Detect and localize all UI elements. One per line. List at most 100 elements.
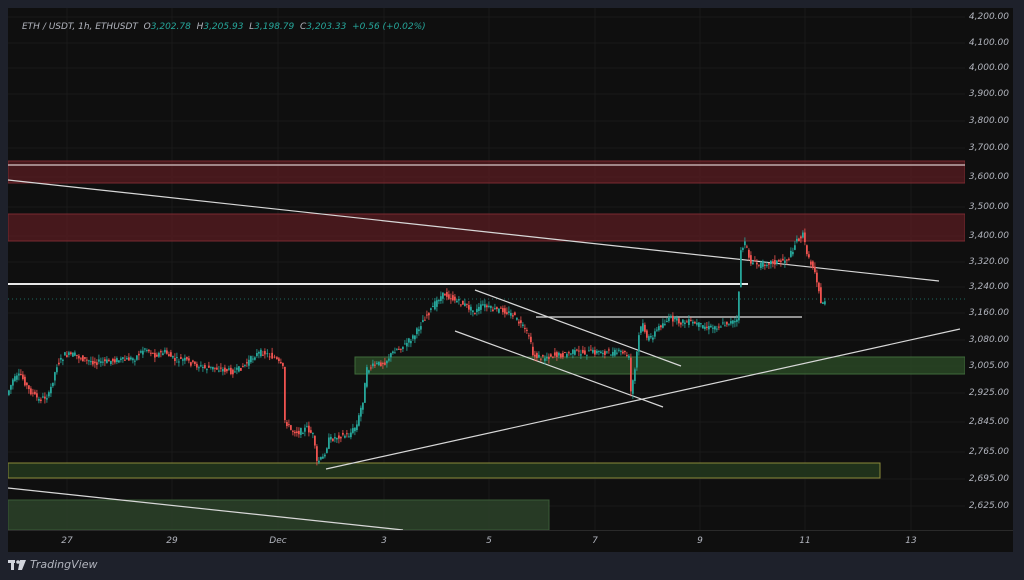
candle-body: [271, 352, 273, 359]
price-tick-label: 4,000.00: [968, 63, 1009, 73]
candle-body: [82, 355, 84, 362]
candle-body: [122, 357, 124, 359]
candle-body: [692, 321, 694, 324]
candle-body: [760, 262, 762, 268]
candle-body: [780, 260, 782, 263]
candle-body: [624, 350, 626, 353]
candle-body: [418, 329, 420, 332]
candle-body: [40, 399, 42, 402]
candle-body: [654, 331, 656, 337]
candle-body: [184, 357, 186, 361]
candle-body: [304, 427, 306, 432]
candle-body: [242, 366, 244, 368]
candle-body: [822, 302, 824, 304]
candle-body: [412, 335, 414, 339]
candle-body: [804, 232, 806, 243]
candle-body: [316, 446, 318, 461]
candle-body: [452, 295, 454, 301]
candle-body: [632, 380, 634, 394]
candle-body: [372, 363, 374, 367]
candle-body: [116, 358, 118, 362]
candle-body: [46, 398, 48, 400]
candle-body: [168, 354, 170, 357]
candle-body: [152, 352, 154, 354]
candle-body: [364, 383, 366, 403]
demand-zone: [354, 356, 965, 375]
candle-body: [396, 349, 398, 351]
candle-body: [284, 366, 286, 421]
candle-body: [478, 306, 480, 312]
supply-zone: [8, 213, 965, 242]
candle-body: [192, 360, 194, 362]
candle-body: [258, 351, 260, 354]
candle-body: [430, 308, 432, 310]
price-axis[interactable]: 4,200.00 4,100.00 4,000.00 3,900.00 3,800.00…: [965, 8, 1013, 530]
candle-body: [234, 371, 236, 373]
candle-body: [776, 260, 778, 264]
candle-body: [354, 427, 356, 432]
candle-body: [670, 315, 672, 318]
candle-body: [94, 361, 96, 364]
candle-body: [458, 299, 460, 301]
candle-body: [12, 379, 14, 386]
candle-body: [348, 436, 350, 438]
candle-body: [644, 324, 646, 332]
candle-body: [646, 330, 648, 338]
candle-body: [588, 350, 590, 352]
candle-body: [738, 291, 740, 321]
candle-body: [740, 250, 742, 288]
candle-body: [254, 357, 256, 360]
candle-body: [508, 311, 510, 313]
chart-canvas[interactable]: ETH / USDT, 1h, ETHUSDT O3,202.78 H3,205…: [8, 8, 965, 530]
candle-body: [296, 431, 298, 434]
low-label: L: [249, 22, 255, 32]
candle-body: [344, 435, 346, 438]
price-tick-label: 3,160.00: [968, 308, 1009, 318]
candle-body: [820, 287, 822, 304]
candle-body: [634, 369, 636, 381]
candle-body: [696, 322, 698, 325]
candle-body: [146, 350, 148, 352]
candle-body: [312, 432, 314, 435]
candle-body: [106, 359, 108, 363]
candle-body: [620, 350, 622, 352]
candle-body: [320, 457, 322, 460]
candle-body: [626, 354, 628, 357]
candle-body: [506, 312, 508, 314]
candle-body: [618, 349, 620, 351]
candle-body: [58, 362, 60, 365]
tradingview-logo[interactable]: TradingView: [8, 558, 97, 571]
candle-body: [636, 351, 638, 368]
candle-body: [542, 355, 544, 357]
candle-body: [466, 303, 468, 305]
candle-body: [14, 376, 16, 381]
candle-body: [416, 328, 418, 335]
candle-body: [154, 352, 156, 358]
candle-body: [556, 352, 558, 357]
candle-body: [680, 322, 682, 325]
price-tick-label: 3,800.00: [968, 116, 1009, 126]
price-tick-label: 3,005.00: [968, 361, 1009, 371]
candle-body: [574, 350, 576, 355]
candle-body: [390, 353, 392, 358]
candle-body: [790, 250, 792, 257]
candle-body: [792, 251, 794, 255]
candle-body: [34, 391, 36, 395]
candle-body: [98, 359, 100, 362]
candle-body: [150, 352, 152, 354]
candle-body: [810, 261, 812, 265]
candle-body: [226, 369, 228, 372]
candle-body: [708, 325, 710, 330]
candle-body: [752, 262, 754, 265]
candle-body: [160, 351, 162, 353]
price-tick-label: 2,845.00: [968, 417, 1009, 427]
time-axis[interactable]: 27 29 Dec 3 5 7 9 11 13: [8, 530, 1013, 553]
candle-body: [628, 355, 630, 358]
candle-body: [386, 360, 388, 364]
candle-body: [748, 249, 750, 258]
candle-body: [156, 354, 158, 357]
candle-body: [770, 260, 772, 265]
candle-body: [246, 362, 248, 364]
price-tick-label: 2,925.00: [968, 388, 1009, 398]
candle-body: [730, 321, 732, 324]
